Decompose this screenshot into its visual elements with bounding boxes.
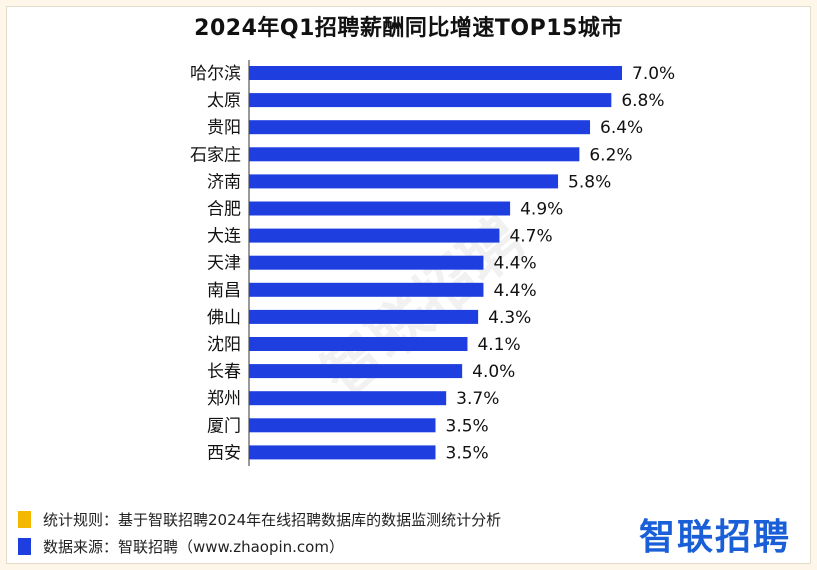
category-label-2: 贵阳 <box>207 118 241 138</box>
category-label-3: 石家庄 <box>190 145 241 165</box>
category-label-11: 长春 <box>207 362 241 382</box>
bar-8 <box>249 282 484 297</box>
bar-7 <box>249 255 484 270</box>
footer-source: 数据来源：智联招聘（www.zhaopin.com） <box>18 534 658 558</box>
category-label-1: 太原 <box>207 91 241 111</box>
category-label-12: 郑州 <box>207 389 241 409</box>
value-label-9: 4.3% <box>488 308 531 328</box>
rule-marker <box>18 510 31 528</box>
bar-0 <box>249 66 622 80</box>
source-marker <box>18 537 31 555</box>
value-label-4: 5.8% <box>568 172 611 192</box>
category-label-7: 天津 <box>207 254 241 274</box>
source-text: 数据来源：智联招聘（www.zhaopin.com） <box>43 537 344 556</box>
category-label-8: 南昌 <box>207 281 241 301</box>
value-label-10: 4.1% <box>477 335 520 355</box>
bar-5 <box>249 201 511 216</box>
bar-1 <box>249 93 612 108</box>
zhaopin-logo: 智联招聘 <box>638 517 791 558</box>
category-label-13: 厦门 <box>207 416 241 436</box>
chart-title: 2024年Q1招聘薪酬同比增速TOP15城市 <box>194 16 623 41</box>
value-label-3: 6.2% <box>589 145 632 165</box>
bar-9 <box>249 309 479 324</box>
value-label-12: 3.7% <box>456 389 499 409</box>
bar-4 <box>249 174 559 189</box>
bar-10 <box>249 337 468 351</box>
bar-6 <box>249 228 500 243</box>
value-label-13: 3.5% <box>446 416 489 436</box>
value-label-1: 6.8% <box>621 91 664 111</box>
value-label-2: 6.4% <box>600 118 643 138</box>
bar-11 <box>249 364 463 379</box>
category-label-0: 哈尔滨 <box>190 64 241 84</box>
bar-2 <box>249 120 591 135</box>
footer-rule: 统计规则：基于智联招聘2024年在线招聘数据库的数据监测统计分析 <box>18 507 658 531</box>
value-label-11: 4.0% <box>472 362 515 382</box>
bars-group: 哈尔滨 7.0% 太原 6.8% 贵阳 6.4% 石家庄 6.2% 济南 5.8% 合肥 4.9% 大连… <box>190 64 675 463</box>
value-label-14: 3.5% <box>446 443 489 463</box>
bar-14 <box>249 445 436 460</box>
value-label-5: 4.9% <box>520 200 563 220</box>
category-label-9: 佛山 <box>207 308 241 328</box>
value-label-8: 4.4% <box>493 281 536 301</box>
bar-3 <box>249 147 580 162</box>
rule-text: 统计规则：基于智联招聘2024年在线招聘数据库的数据监测统计分析 <box>43 510 502 529</box>
category-label-4: 济南 <box>207 172 241 192</box>
category-label-5: 合肥 <box>207 200 241 220</box>
value-label-7: 4.4% <box>493 254 536 274</box>
value-label-6: 4.7% <box>509 227 552 247</box>
bar-12 <box>249 391 447 406</box>
bar-13 <box>249 418 436 433</box>
category-label-6: 大连 <box>207 227 241 247</box>
category-label-10: 沈阳 <box>207 335 241 355</box>
category-label-14: 西安 <box>207 443 241 463</box>
value-label-0: 7.0% <box>632 64 675 84</box>
bar-chart: 哈尔滨 7.0% 太原 6.8% 贵阳 6.4% 石家庄 6.2% 济南 5.8% 合肥 4.9% 大连… <box>190 60 675 466</box>
